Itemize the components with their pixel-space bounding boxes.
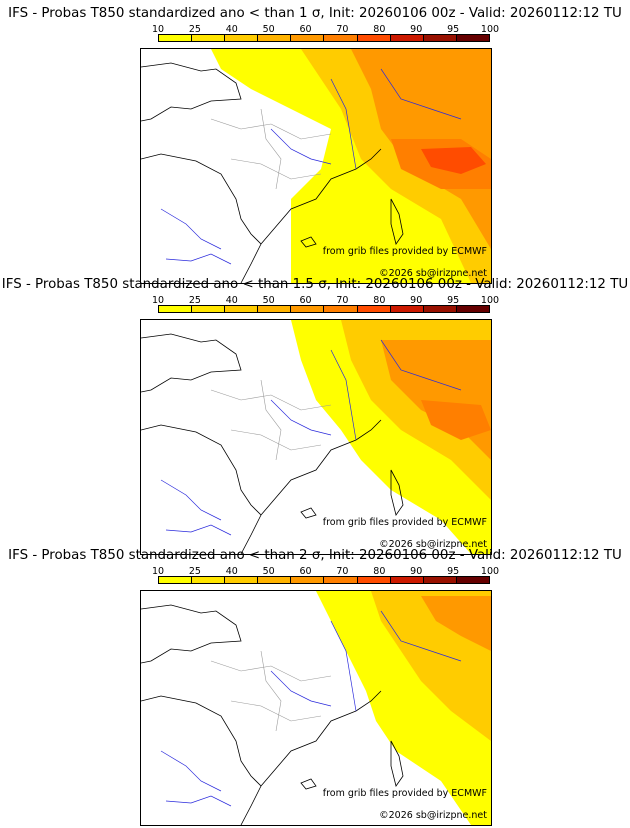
colorbar-segment <box>390 306 424 312</box>
map-canvas <box>141 49 491 283</box>
copyright-credit: ©2026 sb@irizpne.net <box>379 810 487 821</box>
panel-title: IFS - Probas T850 standardized ano < tha… <box>1 277 629 292</box>
colorbar-segment <box>324 35 358 41</box>
colorbar-tick-label: 70 <box>336 566 349 577</box>
source-credit: from grib files provided by ECMWF <box>322 246 487 257</box>
colorbar-segment <box>357 306 391 312</box>
colorbar-tick-label: 100 <box>480 295 500 306</box>
colorbar-tick-label: 80 <box>373 24 386 35</box>
colorbar-segment <box>225 35 259 41</box>
colorbar-segment <box>258 306 292 312</box>
colorbar-segment <box>225 306 259 312</box>
colorbar-segment <box>390 35 424 41</box>
colorbar-segment <box>192 577 226 583</box>
colorbar-segment <box>456 306 489 312</box>
colorbar-segment <box>291 577 325 583</box>
colorbar-tick-label: 10 <box>151 24 165 35</box>
colorbar: 10 25 40 50 60 70 80 90 95 100 <box>152 295 499 315</box>
colorbar-segment <box>225 577 259 583</box>
colorbar-tick-label: 95 <box>447 295 460 306</box>
colorbar-strip <box>158 576 490 584</box>
probability-map: from grib files provided by ECMWF ©2026 … <box>140 48 492 284</box>
colorbar-segment <box>258 577 292 583</box>
colorbar-tick-label: 80 <box>373 566 386 577</box>
colorbar-tick-label: 40 <box>225 24 238 35</box>
colorbar-tick-label: 70 <box>336 295 349 306</box>
colorbar-segment <box>159 306 193 312</box>
colorbar-tick-label: 80 <box>373 295 386 306</box>
colorbar-tick-label: 100 <box>480 566 500 577</box>
colorbar-tick-label: 95 <box>447 566 460 577</box>
colorbar-tick-label: 25 <box>188 24 201 35</box>
copyright-credit: ©2026 sb@irizpne.net <box>379 539 487 550</box>
colorbar-strip <box>158 34 490 42</box>
colorbar-tick-label: 50 <box>262 295 275 306</box>
map-canvas <box>141 591 491 825</box>
colorbar-segment <box>324 306 358 312</box>
map-canvas <box>141 320 491 554</box>
colorbar-tick-label: 40 <box>225 566 238 577</box>
colorbar-segment <box>291 306 325 312</box>
colorbar-segment <box>258 35 292 41</box>
colorbar-tick-label: 60 <box>299 295 312 306</box>
source-credit: from grib files provided by ECMWF <box>322 788 487 799</box>
colorbar-segment <box>291 35 325 41</box>
source-credit: from grib files provided by ECMWF <box>322 517 487 528</box>
colorbar-tick-label: 50 <box>262 566 275 577</box>
probability-map: from grib files provided by ECMWF ©2026 … <box>140 590 492 826</box>
colorbar-tick-label: 40 <box>225 295 238 306</box>
colorbar-tick-label: 50 <box>262 24 275 35</box>
colorbar-strip <box>158 305 490 313</box>
colorbar-segment <box>423 35 457 41</box>
copyright-credit: ©2026 sb@irizpne.net <box>379 268 487 279</box>
panel-title: IFS - Probas T850 standardized ano < tha… <box>8 548 622 563</box>
colorbar-segment <box>159 35 193 41</box>
colorbar-segment <box>357 35 391 41</box>
colorbar-segment <box>456 35 489 41</box>
colorbar-tick-label: 70 <box>336 24 349 35</box>
colorbar-tick-label: 60 <box>299 566 312 577</box>
colorbar-segment <box>456 577 489 583</box>
colorbar-segment <box>423 306 457 312</box>
colorbar-tick-label: 25 <box>188 295 201 306</box>
map-panel-3: IFS - Probas T850 standardized ano < tha… <box>0 548 630 826</box>
colorbar-segment <box>390 577 424 583</box>
colorbar: 10 25 40 50 60 70 80 90 95 100 <box>152 566 499 586</box>
map-panel-1: IFS - Probas T850 standardized ano < tha… <box>0 6 630 284</box>
panel-title: IFS - Probas T850 standardized ano < tha… <box>8 6 622 21</box>
colorbar: 10 25 40 50 60 70 80 90 95 100 <box>152 24 499 44</box>
colorbar-segment <box>159 577 193 583</box>
colorbar-segment <box>324 577 358 583</box>
colorbar-tick-label: 10 <box>151 295 165 306</box>
map-panel-2: IFS - Probas T850 standardized ano < tha… <box>0 277 630 555</box>
colorbar-tick-label: 25 <box>188 566 201 577</box>
colorbar-tick-label: 10 <box>151 566 165 577</box>
colorbar-segment <box>192 35 226 41</box>
colorbar-segment <box>357 577 391 583</box>
colorbar-tick-label: 100 <box>480 24 500 35</box>
colorbar-segment <box>423 577 457 583</box>
colorbar-tick-label: 90 <box>410 566 423 577</box>
colorbar-tick-label: 90 <box>410 24 423 35</box>
colorbar-segment <box>192 306 226 312</box>
colorbar-tick-label: 60 <box>299 24 312 35</box>
colorbar-tick-label: 95 <box>447 24 460 35</box>
colorbar-tick-label: 90 <box>410 295 423 306</box>
probability-map: from grib files provided by ECMWF ©2026 … <box>140 319 492 555</box>
